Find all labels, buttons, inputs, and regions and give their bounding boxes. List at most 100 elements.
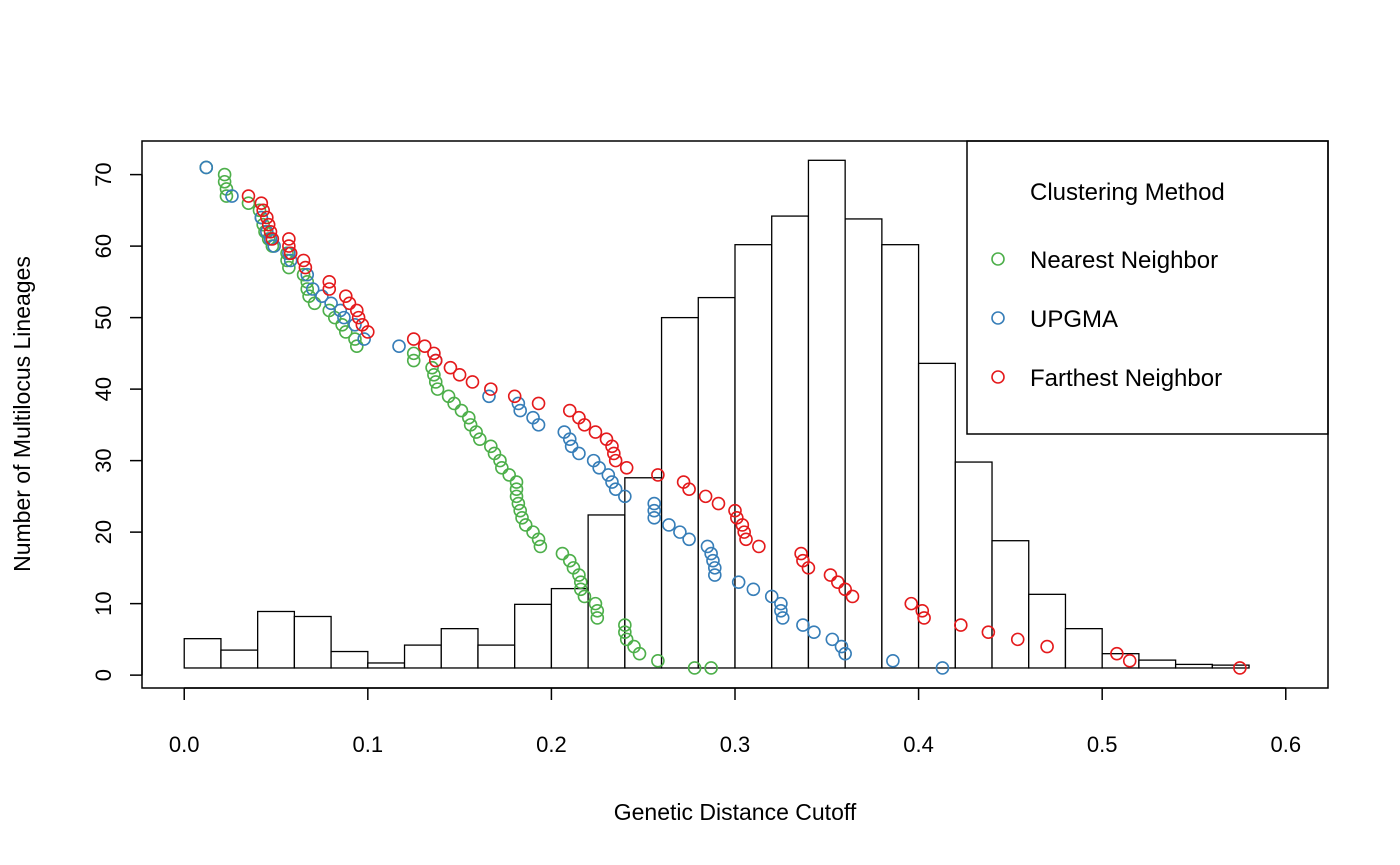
data-point-nearest-neighbor: [256, 217, 270, 232]
data-point-farthest-neighbor: [794, 546, 808, 561]
data-point-farthest-neighbor: [1122, 654, 1137, 668]
y-tick-label: 70: [91, 162, 116, 186]
y-tick-label: 10: [91, 591, 116, 615]
data-point-nearest-neighbor: [704, 661, 718, 675]
data-point-nearest-neighbor: [427, 368, 441, 382]
data-point-farthest-neighbor: [1010, 632, 1025, 647]
data-point-nearest-neighbor: [406, 346, 421, 361]
y-tick-label: 40: [91, 377, 116, 401]
data-point-farthest-neighbor: [417, 339, 432, 354]
data-point-nearest-neighbor: [511, 496, 526, 511]
legend: Clustering Method Nearest Neighbor UPGMA…: [966, 140, 1329, 435]
x-tick-label: 0.0: [169, 732, 200, 757]
data-point-farthest-neighbor: [608, 453, 623, 468]
data-point-farthest-neighbor: [350, 303, 364, 318]
x-tick-label: 0.3: [720, 732, 751, 757]
data-point-nearest-neighbor: [350, 339, 364, 354]
data-point-nearest-neighbor: [447, 396, 461, 411]
x-axis: 0.0 0.1 0.2 0.3 0.4 0.5 0.6: [169, 687, 1301, 757]
data-point-upgma: [647, 503, 662, 518]
histogram-bar: [660, 316, 699, 669]
data-point-farthest-neighbor: [682, 482, 696, 497]
data-point-upgma: [807, 625, 821, 640]
data-point-nearest-neighbor: [300, 282, 315, 296]
data-point-farthest-neighbor: [605, 439, 619, 454]
histogram-bar: [844, 218, 883, 669]
data-point-upgma: [731, 575, 746, 589]
data-point-nearest-neighbor: [618, 618, 632, 632]
data-point-upgma: [605, 475, 619, 489]
histogram-bar: [917, 362, 956, 669]
legend-label-upgma: UPGMA: [1030, 306, 1118, 333]
legend-marker-upgma: [991, 311, 1005, 325]
data-point-nearest-neighbor: [687, 661, 702, 675]
legend-label-nearest-neighbor: Nearest Neighbor: [1030, 247, 1218, 274]
data-point-nearest-neighbor: [348, 332, 362, 346]
data-point-upgma: [333, 303, 348, 318]
data-point-nearest-neighbor: [572, 568, 586, 582]
data-point-nearest-neighbor: [562, 553, 577, 568]
data-point-upgma: [608, 482, 623, 497]
data-point-upgma: [834, 639, 849, 654]
data-point-upgma: [838, 646, 852, 661]
data-point-farthest-neighbor: [1040, 639, 1054, 654]
data-point-nearest-neighbor: [484, 439, 498, 454]
data-point-farthest-neighbor: [283, 246, 298, 261]
data-point-farthest-neighbor: [261, 217, 276, 232]
histogram-bars: [183, 159, 1250, 669]
data-point-farthest-neighbor: [588, 425, 603, 439]
histogram-bar: [440, 628, 479, 669]
data-point-farthest-neighbor: [298, 260, 313, 275]
histogram-bar: [734, 244, 773, 669]
data-point-nearest-neighbor: [518, 518, 533, 532]
y-tick-label: 30: [91, 448, 116, 472]
data-point-upgma: [513, 403, 527, 418]
data-point-farthest-neighbor: [322, 275, 337, 289]
x-tick-label: 0.2: [536, 732, 567, 757]
histogram-bar: [330, 650, 369, 669]
data-point-nearest-neighbor: [219, 189, 234, 203]
y-axis: 0 10 20 30 40 50 60 70: [91, 162, 143, 681]
data-point-farthest-neighbor: [256, 203, 270, 218]
legend-marker-nearest-neighbor: [991, 252, 1005, 266]
series-upgma: [199, 160, 950, 675]
data-point-upgma: [283, 253, 298, 268]
data-point-nearest-neighbor: [461, 410, 476, 425]
histogram-bar: [1064, 628, 1103, 669]
data-point-farthest-neighbor: [428, 353, 443, 368]
data-point-upgma: [796, 618, 810, 632]
data-point-upgma: [564, 439, 579, 454]
data-point-upgma: [774, 603, 788, 618]
histogram-bar: [697, 296, 736, 669]
histogram-bar: [293, 615, 332, 669]
histogram-bar: [1138, 659, 1177, 669]
data-point-farthest-neighbor: [342, 296, 357, 311]
data-point-upgma: [673, 525, 687, 539]
data-point-nearest-neighbor: [509, 489, 524, 504]
data-point-upgma: [305, 282, 320, 296]
x-axis-title: Genetic Distance Cutoff: [614, 799, 857, 825]
histogram-bar: [183, 638, 222, 669]
data-point-upgma: [662, 518, 676, 532]
data-point-nearest-neighbor: [651, 654, 665, 668]
data-point-farthest-neighbor: [282, 232, 296, 246]
data-point-nearest-neighbor: [618, 625, 632, 640]
data-point-farthest-neighbor: [619, 460, 634, 475]
legend-label-farthest-neighbor: Farthest Neighbor: [1030, 365, 1222, 392]
data-point-upgma: [935, 661, 950, 675]
data-point-farthest-neighbor: [531, 396, 546, 411]
data-point-nearest-neighbor: [338, 325, 353, 339]
histogram-bar: [367, 662, 406, 669]
data-point-upgma: [708, 568, 722, 582]
data-point-nearest-neighbor: [454, 403, 469, 418]
data-point-nearest-neighbor: [217, 167, 232, 182]
data-point-farthest-neighbor: [322, 282, 337, 296]
data-point-farthest-neighbor: [577, 418, 592, 432]
data-point-upgma: [647, 511, 662, 525]
data-point-nearest-neighbor: [430, 382, 445, 396]
histogram-bar: [991, 540, 1030, 669]
data-point-farthest-neighbor: [838, 582, 852, 597]
data-point-farthest-neighbor: [698, 489, 713, 504]
histogram-bar: [514, 603, 553, 669]
data-point-upgma: [199, 160, 214, 175]
